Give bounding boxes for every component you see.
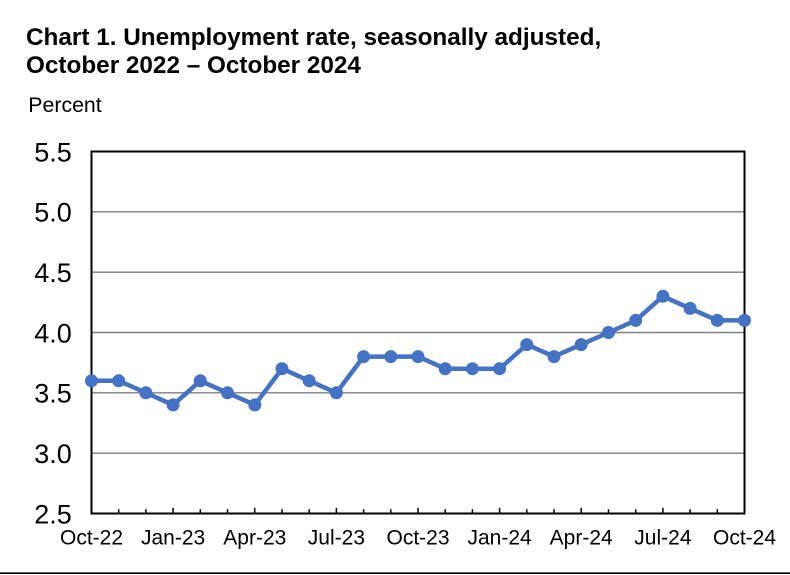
svg-text:Percent: Percent: [28, 93, 101, 117]
svg-text:5.0: 5.0: [34, 198, 72, 228]
svg-text:Chart 1. Unemployment rate, se: Chart 1. Unemployment rate, seasonally a…: [26, 24, 601, 51]
svg-text:Apr-24: Apr-24: [550, 526, 613, 549]
svg-text:Oct-24: Oct-24: [713, 526, 776, 549]
svg-text:Jan-24: Jan-24: [467, 526, 532, 549]
svg-text:October 2022 – October 2024: October 2022 – October 2024: [26, 52, 361, 79]
svg-text:2.5: 2.5: [34, 499, 72, 529]
svg-text:Jan-23: Jan-23: [141, 526, 205, 549]
svg-text:3.0: 3.0: [34, 439, 72, 469]
svg-text:Oct-23: Oct-23: [386, 526, 449, 549]
svg-text:3.5: 3.5: [34, 379, 72, 409]
svg-text:4.0: 4.0: [34, 318, 72, 348]
svg-text:5.5: 5.5: [34, 137, 72, 167]
svg-text:Oct-22: Oct-22: [60, 526, 123, 549]
svg-text:Apr-23: Apr-23: [223, 526, 286, 549]
svg-text:Jul-24: Jul-24: [634, 526, 692, 549]
svg-text:Jul-23: Jul-23: [308, 526, 365, 549]
svg-text:4.5: 4.5: [34, 258, 72, 288]
